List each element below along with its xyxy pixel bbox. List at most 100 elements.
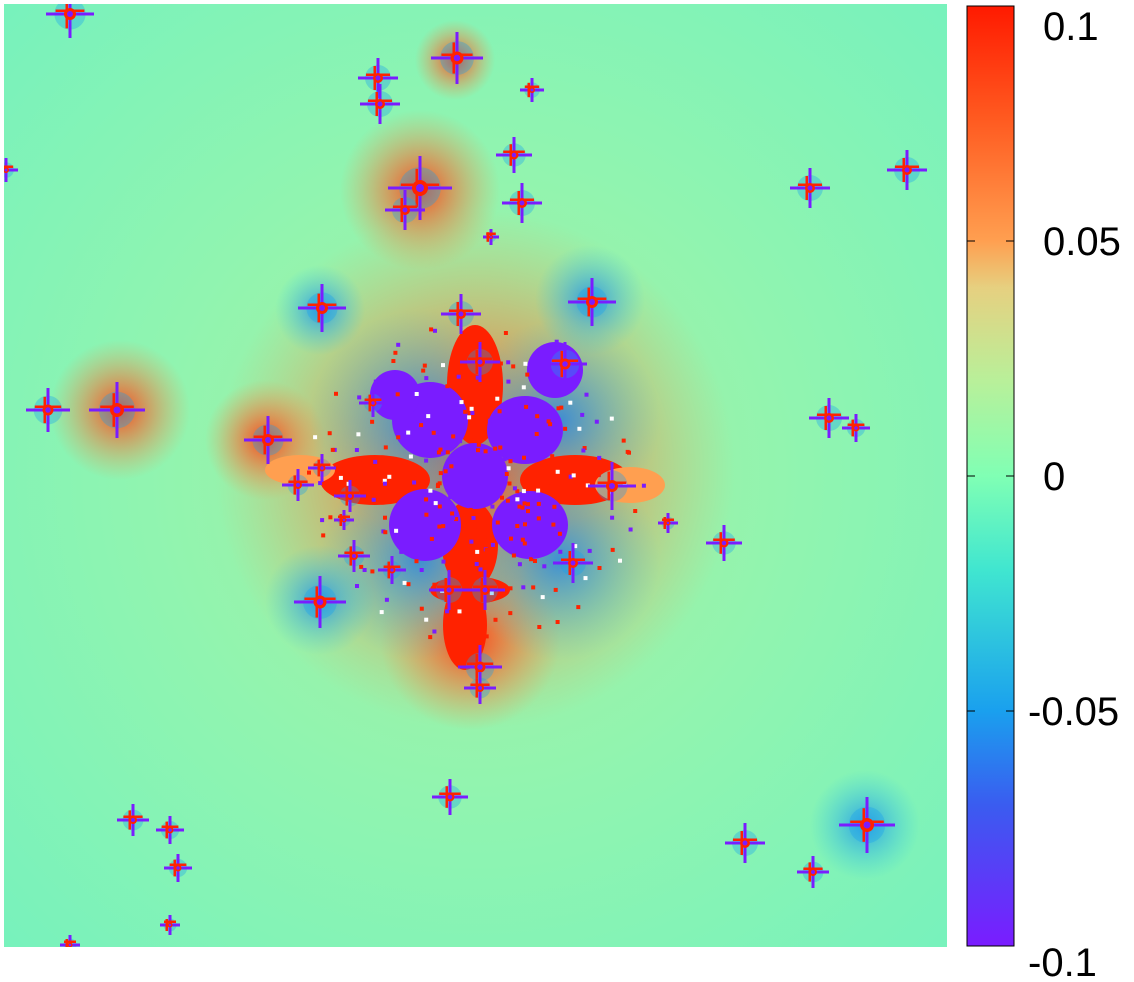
point-source (60, 935, 80, 947)
point-source (360, 84, 400, 124)
heatmap-speck (406, 430, 411, 435)
heatmap-speck (426, 414, 431, 419)
heatmap-speck (408, 454, 413, 459)
point-source-center (68, 943, 72, 947)
point-source-center (609, 483, 615, 489)
heatmap-speck (490, 542, 495, 547)
heatmap-lobe (389, 489, 461, 561)
heatmap-speck (523, 361, 528, 366)
heatmap-speck (498, 445, 503, 450)
heatmap-speck (571, 473, 576, 478)
heatmap-speck (439, 529, 444, 534)
point-source-center (570, 560, 576, 566)
point-source-center (342, 518, 346, 522)
heatmap-speck (552, 504, 557, 509)
point-source (282, 469, 314, 501)
point-source-center (807, 185, 813, 191)
point-source-center (589, 299, 595, 305)
heatmap-speck (597, 566, 602, 570)
heatmap-speck (307, 470, 311, 475)
heatmap-speck (338, 475, 343, 480)
point-source (308, 454, 336, 482)
heatmap-speck (428, 488, 433, 493)
heatmap-speck (429, 327, 434, 332)
heatmap-speck (563, 426, 568, 431)
point-source-center (742, 840, 748, 846)
heatmap-speck (414, 392, 419, 396)
heatmap-speck (568, 474, 573, 479)
heatmap-speck (385, 496, 389, 501)
heatmap-speck (443, 469, 448, 474)
heatmap-speck (406, 485, 411, 489)
heatmap-speck (497, 409, 502, 414)
heatmap-speck (437, 494, 442, 499)
heatmap-speck (461, 527, 466, 532)
heatmap-speck (361, 461, 366, 466)
heatmap-speck (515, 489, 520, 494)
heatmap-speck (373, 379, 378, 384)
heatmap-speck (394, 528, 399, 533)
point-source-center (45, 407, 51, 413)
point-source-center (721, 540, 727, 546)
heatmap-speck (536, 501, 541, 506)
heatmap-speck (493, 617, 498, 622)
heatmap-speck (383, 445, 388, 450)
heatmap-speck (583, 576, 588, 581)
heatmap-speck (522, 501, 527, 506)
point-source (89, 382, 145, 438)
point-source (441, 294, 481, 334)
heatmap-speck (610, 547, 615, 552)
heatmap-speck (468, 438, 473, 443)
heatmap-speck (445, 384, 450, 389)
point-source (465, 570, 505, 610)
heatmap-speck (597, 473, 601, 478)
heatmap-speck (448, 495, 453, 500)
heatmap-speck (517, 562, 522, 567)
heatmap-speck (419, 423, 424, 428)
heatmap-speck (548, 422, 553, 427)
heatmap-speck (577, 426, 582, 431)
heatmap-speck (502, 457, 507, 462)
heatmap-speck (399, 549, 404, 554)
heatmap-speck (490, 504, 495, 509)
heatmap-speck (641, 483, 646, 488)
point-source-center (666, 521, 670, 525)
heatmap-speck (429, 536, 434, 541)
point-source (887, 150, 927, 190)
point-source-center (530, 88, 534, 92)
heatmap-speck (573, 544, 578, 549)
heatmap-speck (476, 558, 481, 562)
point-source (46, 4, 94, 38)
heatmap-speck (454, 517, 459, 522)
point-source-center (477, 664, 483, 670)
heatmap-speck (515, 524, 520, 528)
point-source (334, 480, 366, 512)
point-source (26, 388, 70, 432)
heatmap-speck (462, 523, 467, 528)
heatmap-point-sources (4, 4, 927, 947)
heatmap-speck (457, 609, 462, 614)
point-source (164, 854, 192, 882)
heatmap-speck (508, 586, 513, 591)
heatmap-speck (587, 500, 592, 504)
heatmap-speck (424, 512, 429, 517)
point-source-center (316, 598, 324, 606)
heatmap-speck (506, 360, 511, 365)
heatmap-speck (370, 569, 375, 574)
heatmap-speck (521, 489, 526, 494)
heatmap-speck (472, 511, 476, 516)
heatmap-speck (582, 446, 587, 450)
point-source (432, 779, 468, 815)
heatmap-speck (484, 634, 489, 639)
heatmap-speck (393, 350, 398, 355)
point-source (502, 183, 542, 223)
heatmap-speck (471, 516, 476, 520)
heatmap-speck (526, 509, 530, 514)
heatmap-speck (396, 342, 401, 347)
heatmap-speck (469, 406, 474, 411)
heatmap-speck (514, 404, 519, 409)
heatmap-speck (521, 385, 526, 390)
heatmap-lobe (487, 396, 563, 464)
heatmap-speck (523, 522, 527, 527)
